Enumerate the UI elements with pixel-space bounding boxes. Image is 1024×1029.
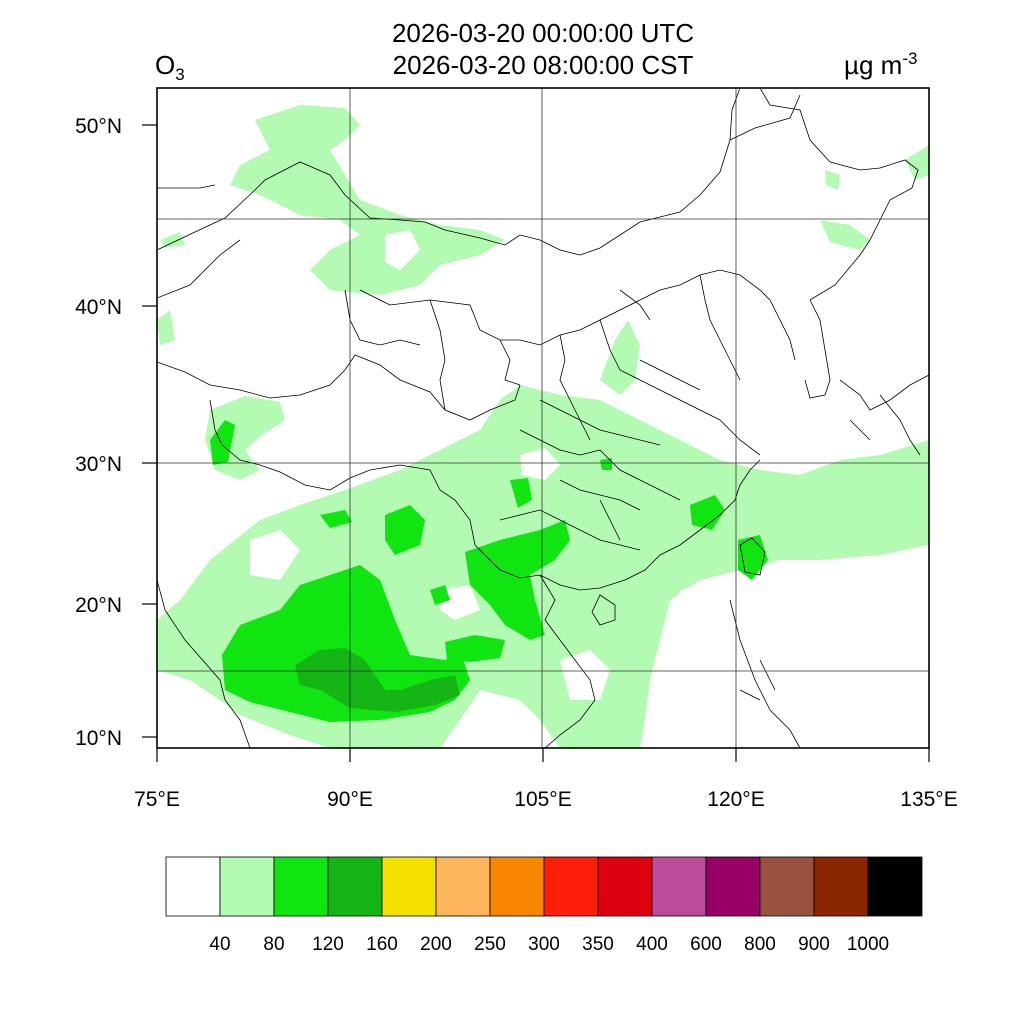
colorbar-swatch [327, 856, 383, 917]
colorbar-swatch [273, 856, 329, 917]
colorbar-swatch [489, 856, 545, 917]
colorbar-label: 800 [744, 934, 776, 955]
colorbar-label: 400 [636, 934, 668, 955]
unit-label: µg m-3 [844, 49, 917, 80]
colorbar: 40 80 120 160 200 250 300 350 400 600 800 900 1000 [165, 856, 923, 955]
colorbar-label: 900 [798, 934, 830, 955]
title-utc: 2026-03-20 00:00:00 UTC [392, 18, 694, 48]
lat-tick-label: 30°N [75, 453, 122, 476]
variable-label: O3 [155, 50, 185, 84]
colorbar-swatch [165, 856, 221, 917]
lon-tick-label: 105°E [514, 788, 571, 811]
colorbar-label: 40 [209, 934, 230, 955]
colorbar-swatch [381, 856, 437, 917]
colorbar-swatch [705, 856, 761, 917]
graticule [157, 88, 929, 748]
lon-tick-label: 135°E [900, 788, 957, 811]
colorbar-swatch [219, 856, 275, 917]
colorbar-swatch [813, 856, 869, 917]
colorbar-label: 600 [690, 934, 722, 955]
lat-tick-label: 10°N [75, 727, 122, 750]
latitude-axis: 10°N 20°N 30°N 40°N 50°N [75, 115, 157, 750]
colorbar-swatch [759, 856, 815, 917]
colorbar-swatch [867, 856, 923, 917]
lon-tick-label: 120°E [707, 788, 764, 811]
colorbar-label: 160 [366, 934, 398, 955]
colorbar-label: 250 [474, 934, 506, 955]
lat-tick-label: 40°N [75, 296, 122, 319]
o3-level-80-120 [210, 420, 768, 722]
colorbar-swatch [597, 856, 653, 917]
colorbar-swatch [435, 856, 491, 917]
colorbar-label: 350 [582, 934, 614, 955]
colorbar-label: 300 [528, 934, 560, 955]
lon-tick-label: 75°E [134, 788, 180, 811]
title-cst: 2026-03-20 08:00:00 CST [393, 50, 694, 80]
colorbar-swatch [651, 856, 707, 917]
o3-level-below-40 [250, 230, 860, 740]
o3-level-120-160 [295, 648, 460, 712]
longitude-axis: 75°E 90°E 105°E 120°E 135°E [134, 748, 958, 811]
ozone-fields [157, 88, 929, 748]
colorbar-swatch [543, 856, 599, 917]
colorbar-label: 80 [263, 934, 284, 955]
colorbar-label: 120 [312, 934, 344, 955]
lat-tick-label: 50°N [75, 115, 122, 138]
colorbar-label: 1000 [847, 934, 889, 955]
lat-tick-label: 20°N [75, 594, 122, 617]
lon-tick-label: 90°E [327, 788, 373, 811]
colorbar-label: 200 [420, 934, 452, 955]
boundary-lines [157, 88, 929, 748]
